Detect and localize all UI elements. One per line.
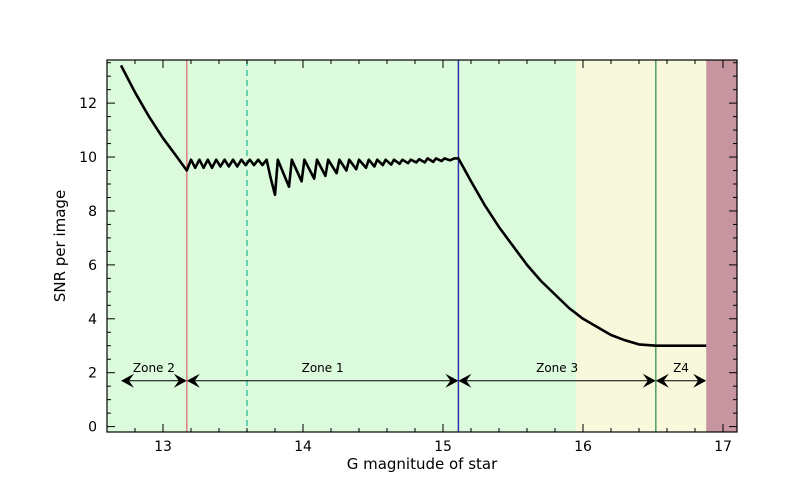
zone-boundary-lines bbox=[186, 60, 657, 432]
x-tick-label: 15 bbox=[434, 439, 452, 455]
axis-ticks: 13 14 15 16 17 0 2 4 6 8 10 12 bbox=[79, 60, 737, 455]
zone-arrow-left-head-0 bbox=[121, 373, 134, 388]
y-tick-label: 0 bbox=[88, 420, 97, 436]
zone-arrow-right-head-3 bbox=[693, 373, 707, 388]
zone-label: Zone 3 bbox=[536, 361, 578, 375]
band-2 bbox=[706, 60, 737, 432]
plot-frame bbox=[106, 59, 738, 433]
zone-label: Zone 2 bbox=[133, 361, 175, 375]
x-tick-label: 13 bbox=[154, 439, 172, 455]
x-tick-label: 16 bbox=[574, 439, 592, 455]
series-line-0 bbox=[119, 64, 707, 348]
zone-bands bbox=[107, 60, 737, 432]
snr-series bbox=[119, 64, 707, 348]
y-tick-label: 2 bbox=[88, 366, 97, 382]
y-axis-label: SNR per image bbox=[51, 190, 69, 302]
zone-arrow-left-head-3 bbox=[655, 373, 669, 388]
x-tick-label: 17 bbox=[714, 439, 732, 455]
zone-arrow-left-head-2 bbox=[458, 373, 472, 388]
y-tick-label: 6 bbox=[88, 258, 97, 274]
y-tick-label: 8 bbox=[88, 204, 97, 220]
band-0 bbox=[107, 60, 576, 432]
band-1 bbox=[576, 60, 707, 432]
zone-arrow-left-head-1 bbox=[186, 373, 200, 388]
y-tick-label: 10 bbox=[79, 150, 97, 166]
zone-arrow-right-head-2 bbox=[642, 373, 656, 388]
zone-arrow-right-head-0 bbox=[173, 373, 187, 388]
zone-label: Zone 1 bbox=[302, 361, 344, 375]
y-tick-label: 12 bbox=[79, 96, 97, 112]
x-tick-label: 14 bbox=[294, 439, 312, 455]
zone-arrow-right-head-1 bbox=[445, 373, 459, 388]
zone-label: Z4 bbox=[673, 361, 689, 375]
zone-annotations: Zone 2 Zone 1 Zone 3 Z4 bbox=[121, 361, 707, 388]
x-axis-label: G magnitude of star bbox=[347, 455, 498, 473]
y-tick-label: 4 bbox=[88, 312, 97, 328]
